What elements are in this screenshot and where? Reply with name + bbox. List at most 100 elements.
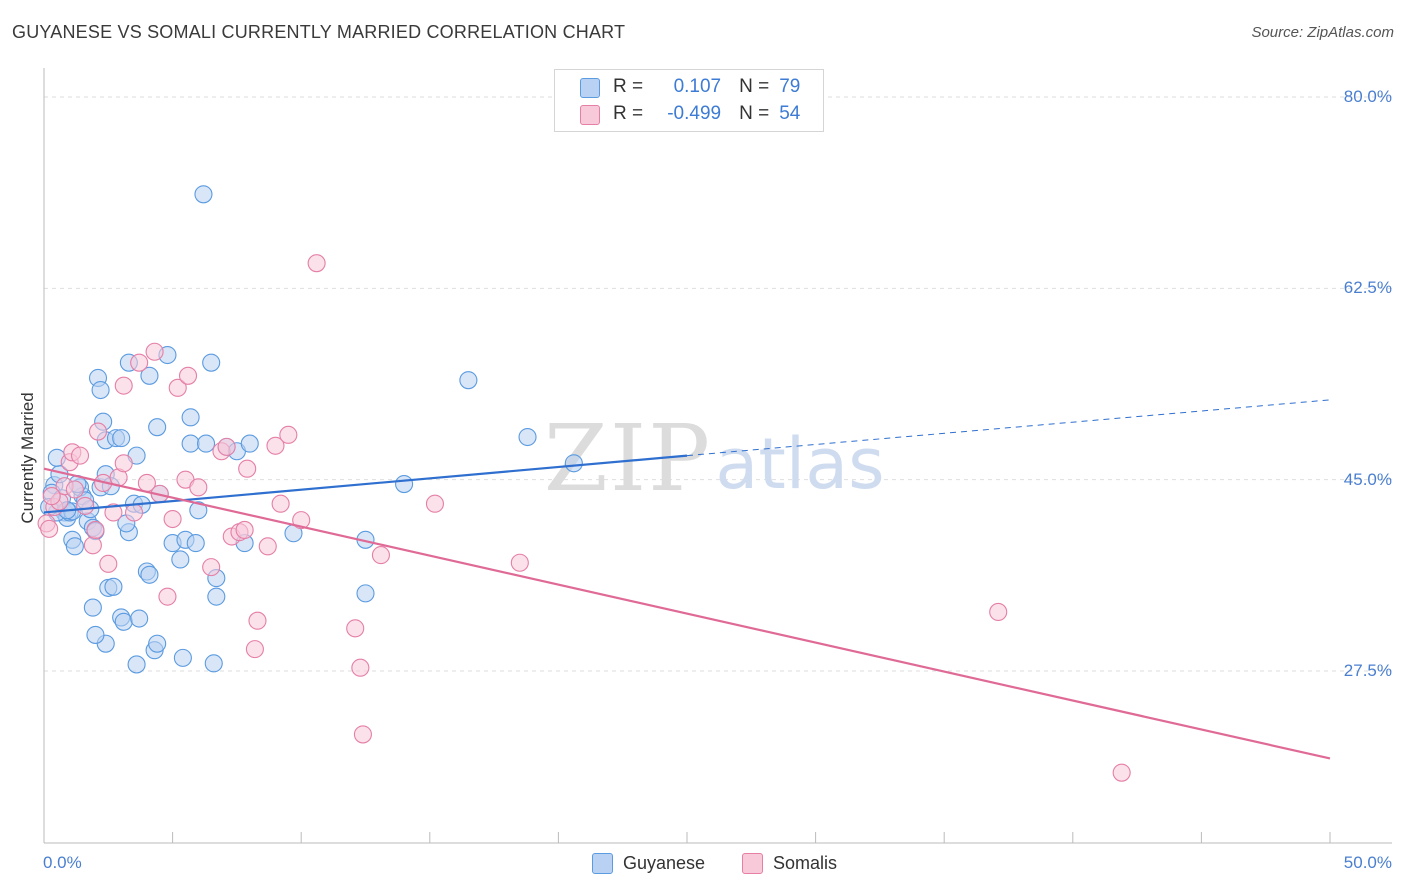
point-guyanese xyxy=(112,429,131,448)
watermark-atlas: atlas xyxy=(715,423,884,505)
y-tick-label: 27.5% xyxy=(1343,661,1392,680)
point-somalis xyxy=(351,658,370,677)
legend-label-guyanese: Guyanese xyxy=(623,853,706,873)
point-guyanese xyxy=(459,371,478,390)
point-guyanese xyxy=(181,408,200,427)
legend-label-somalis: Somalis xyxy=(773,853,838,873)
point-guyanese xyxy=(130,609,149,628)
legend-item-somalis[interactable]: Somalis xyxy=(742,853,837,874)
trend-line-extension-guyanese xyxy=(686,399,1331,457)
point-somalis xyxy=(42,487,61,506)
y-tick-label: 80.0% xyxy=(1343,87,1392,106)
stats-n-label: N = xyxy=(739,76,770,97)
trend-line-somalis xyxy=(43,467,1331,760)
point-somalis xyxy=(70,446,90,465)
point-somalis xyxy=(279,425,298,444)
point-guyanese xyxy=(83,598,102,617)
trend-lines xyxy=(43,399,1331,760)
point-somalis xyxy=(40,519,59,538)
point-somalis xyxy=(307,254,326,273)
point-somalis xyxy=(245,640,264,659)
stats-n-value: 54 xyxy=(779,103,801,124)
point-guyanese xyxy=(202,353,221,372)
point-guyanese xyxy=(194,185,213,204)
stats-row-guyanese: R = 0.107 N = 79 xyxy=(613,74,800,100)
axes xyxy=(43,68,1392,844)
point-guyanese xyxy=(140,366,159,385)
point-somalis xyxy=(371,546,390,565)
point-somalis xyxy=(76,496,95,515)
trend-line-guyanese xyxy=(43,454,688,514)
point-guyanese xyxy=(140,565,159,584)
point-somalis xyxy=(114,454,133,473)
point-somalis xyxy=(258,537,277,556)
stats-r-label: R = xyxy=(613,103,644,124)
point-somalis xyxy=(86,520,105,540)
point-somalis xyxy=(346,619,365,638)
point-guyanese xyxy=(114,612,133,631)
point-guyanese xyxy=(240,434,259,453)
point-somalis xyxy=(989,602,1008,622)
point-guyanese xyxy=(104,577,123,596)
point-somalis xyxy=(217,437,236,456)
point-guyanese xyxy=(86,625,105,644)
stats-box: R = 0.107 N = 79 R = -0.499 N = 54 xyxy=(554,69,824,132)
source-label: Source: ZipAtlas.com xyxy=(1251,24,1394,41)
point-somalis xyxy=(238,459,257,478)
stats-n-label: N = xyxy=(739,103,770,124)
point-guyanese xyxy=(91,380,110,400)
point-somalis xyxy=(1112,763,1131,782)
legend-swatch-somalis xyxy=(742,853,763,874)
point-guyanese xyxy=(196,434,216,453)
point-somalis xyxy=(88,422,108,441)
point-somalis xyxy=(124,503,144,522)
stats-swatch-guyanese xyxy=(580,78,600,98)
point-guyanese xyxy=(564,454,583,473)
point-guyanese xyxy=(186,534,205,553)
stats-swatch-somalis xyxy=(580,105,600,125)
point-somalis xyxy=(189,478,208,497)
x-tick-label-max: 50.0% xyxy=(1343,853,1392,872)
point-somalis xyxy=(83,536,102,555)
point-somalis xyxy=(510,553,529,572)
point-somalis xyxy=(202,558,221,577)
point-somalis xyxy=(145,342,164,361)
point-guyanese xyxy=(518,427,537,447)
point-somalis xyxy=(266,436,285,455)
point-somalis xyxy=(353,725,372,744)
point-somalis xyxy=(292,511,311,530)
point-guyanese xyxy=(181,434,200,453)
x-tick-label-min: 0.0% xyxy=(43,853,82,872)
point-guyanese xyxy=(148,418,167,437)
stats-n-value: 79 xyxy=(779,76,801,97)
point-somalis xyxy=(271,494,290,513)
chart-title: GUYANESE VS SOMALI CURRENTLY MARRIED COR… xyxy=(12,22,626,42)
legend-swatch-guyanese xyxy=(592,853,613,874)
point-somalis xyxy=(99,554,118,573)
point-guyanese xyxy=(171,550,190,569)
gridlines xyxy=(44,96,1392,672)
stats-r-label: R = xyxy=(613,76,644,97)
point-somalis xyxy=(158,587,177,606)
point-somalis xyxy=(130,353,149,372)
watermark: ZIP atlas xyxy=(544,405,885,512)
point-somalis xyxy=(248,611,267,630)
point-guyanese xyxy=(148,634,167,653)
point-somalis xyxy=(104,503,123,522)
legend-item-guyanese[interactable]: Guyanese xyxy=(592,853,705,874)
point-guyanese xyxy=(65,537,84,556)
point-somalis xyxy=(114,376,133,395)
point-guyanese xyxy=(356,584,375,603)
point-somalis xyxy=(425,494,444,513)
point-guyanese xyxy=(173,648,192,667)
point-somalis xyxy=(163,509,182,529)
stats-r-value: -0.499 xyxy=(667,103,722,124)
point-somalis xyxy=(178,366,198,385)
y-tick-label: 45.0% xyxy=(1343,469,1392,489)
point-somalis xyxy=(65,480,84,499)
stats-r-value: 0.107 xyxy=(673,76,722,97)
point-somalis xyxy=(168,378,187,397)
y-tick-label: 62.5% xyxy=(1343,278,1392,298)
point-guyanese xyxy=(207,587,226,606)
